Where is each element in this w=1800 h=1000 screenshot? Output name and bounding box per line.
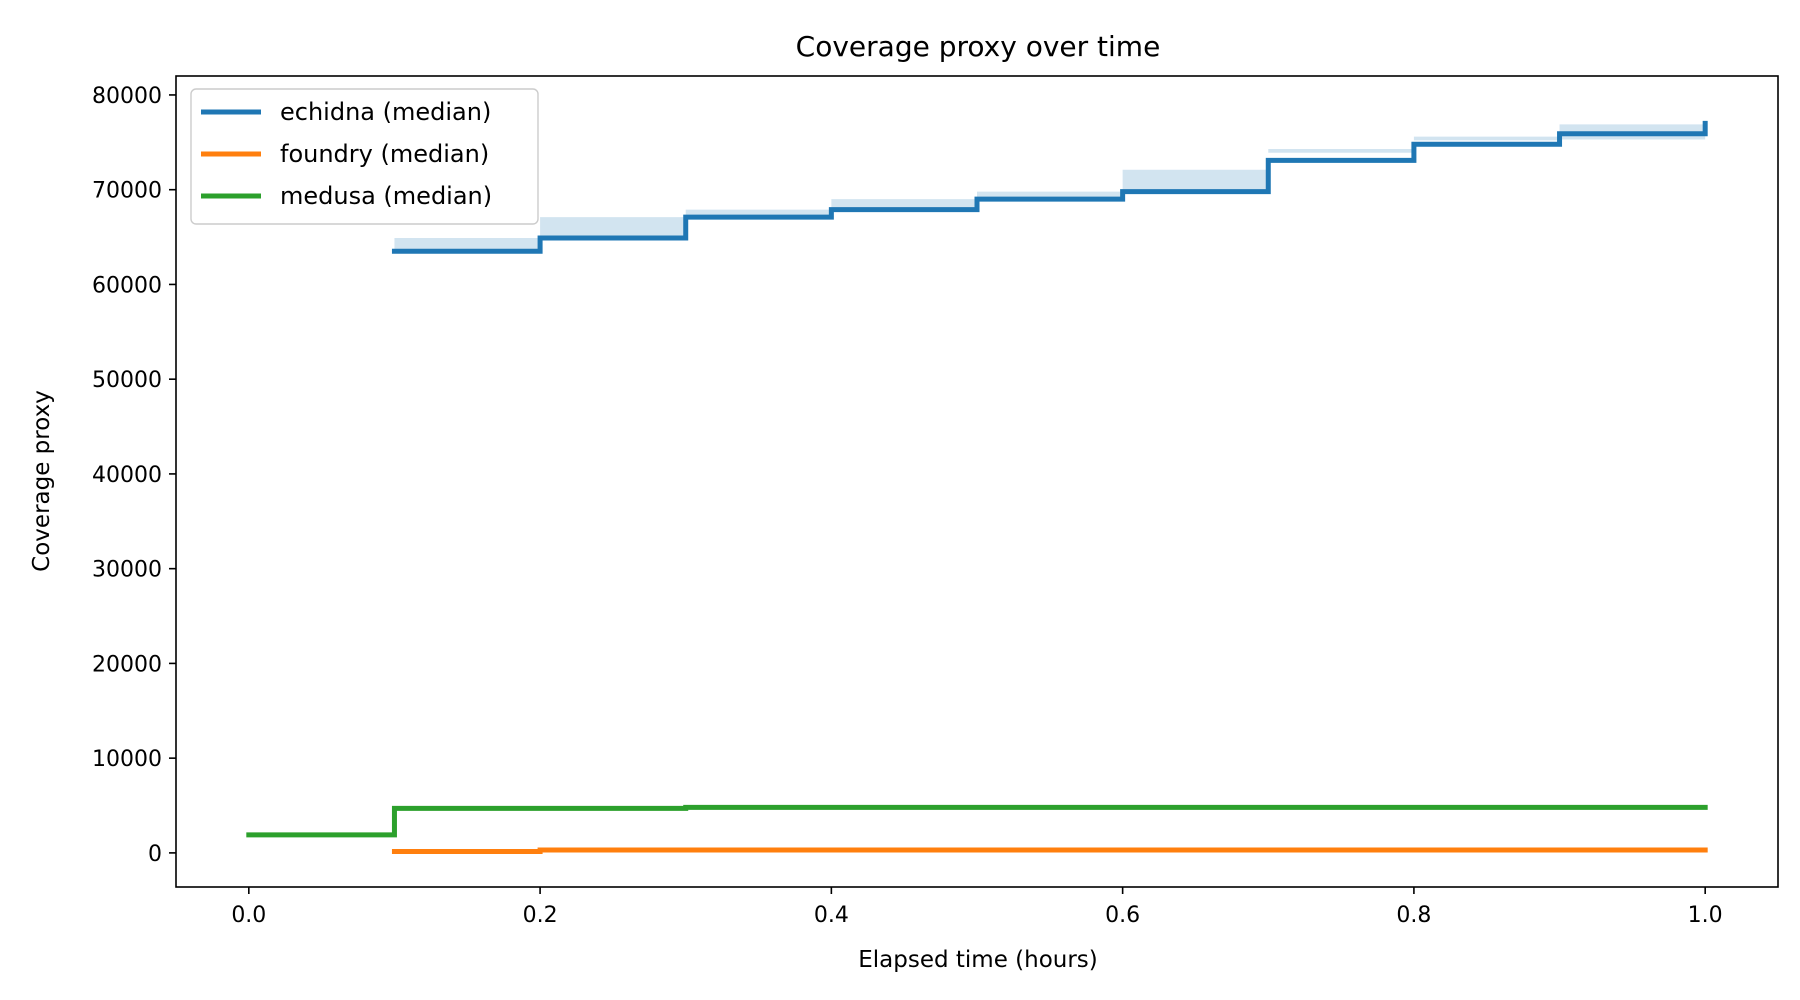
- legend-label-foundry: foundry (median): [280, 140, 489, 168]
- x-tick-label: 0.0: [231, 903, 266, 928]
- x-tick-label: 0.2: [523, 903, 558, 928]
- y-tick-label: 20000: [92, 652, 162, 677]
- y-tick-label: 70000: [92, 179, 162, 204]
- plot-frame: [175, 75, 1779, 888]
- legend-label-echidna: echidna (median): [280, 98, 491, 126]
- legend-label-medusa: medusa (median): [280, 182, 492, 210]
- y-axis-label: Coverage proxy: [29, 390, 55, 572]
- y-tick-label: 30000: [92, 558, 162, 583]
- series-lines: [246, 120, 1708, 854]
- series-line-medusa: [246, 804, 1708, 838]
- legend-box: [190, 88, 539, 225]
- x-tick-label: 0.6: [1105, 903, 1140, 928]
- x-axis-ticks: 0.0 0.2 0.4 0.6 0.8 1.0: [231, 887, 1723, 928]
- series-line-foundry: [391, 847, 1708, 854]
- series-line-echidna: [391, 120, 1708, 254]
- y-tick-label: 80000: [92, 84, 162, 109]
- x-tick-label: 0.4: [814, 903, 849, 928]
- legend: echidna (median) foundry (median) medusa…: [190, 88, 539, 225]
- chart-title: Coverage proxy over time: [796, 30, 1161, 63]
- x-tick-label: 1.0: [1688, 903, 1723, 928]
- y-tick-label: 10000: [92, 747, 162, 772]
- y-tick-label: 0: [148, 842, 162, 867]
- x-axis-label: Elapsed time (hours): [858, 947, 1098, 973]
- x-tick-label: 0.8: [1396, 903, 1431, 928]
- y-tick-label: 50000: [92, 368, 162, 393]
- y-axis-ticks: 0 10000 20000 30000 40000 50000 60000 70000 8000…: [92, 84, 176, 867]
- y-tick-label: 40000: [92, 463, 162, 488]
- y-tick-label: 60000: [92, 273, 162, 298]
